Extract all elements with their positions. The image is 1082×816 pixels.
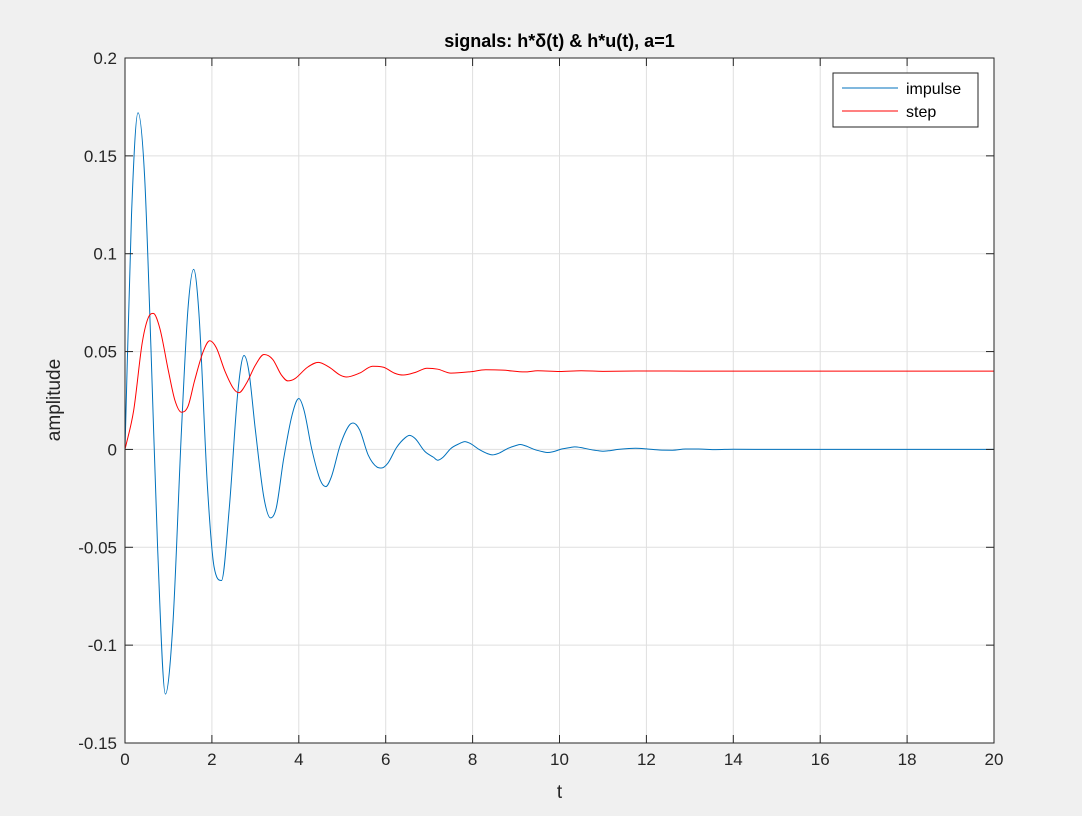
- x-tick-label: 8: [468, 750, 477, 769]
- y-tick-label: 0: [108, 440, 117, 459]
- y-tick-label: -0.1: [88, 636, 117, 655]
- x-tick-label: 20: [985, 750, 1004, 769]
- x-tick-label: 12: [637, 750, 656, 769]
- tick-labels: 0 2 4 6 8 10 12 14 16 18 20 -0.15 -0.1 -0.05 0 0.05 0.1 0…: [78, 49, 1003, 769]
- x-tick-label: 10: [550, 750, 569, 769]
- y-tick-label: 0.2: [93, 49, 117, 68]
- y-tick-label: -0.15: [78, 734, 117, 753]
- y-tick-label: 0.15: [84, 147, 117, 166]
- chart-title: signals: h*δ(t) & h*u(t), a=1: [444, 31, 674, 51]
- x-tick-label: 4: [294, 750, 303, 769]
- x-tick-label: 18: [898, 750, 917, 769]
- legend-step-label: step: [906, 104, 936, 121]
- x-axis-label: t: [557, 782, 563, 803]
- legend-impulse-label: impulse: [906, 81, 961, 98]
- legend[interactable]: impulse step: [832, 72, 979, 128]
- x-tick-label: 16: [811, 750, 830, 769]
- plot-lines: [124, 112, 994, 695]
- legend-box: [832, 72, 979, 128]
- series-line-step: [124, 312, 994, 450]
- x-tick-label: 6: [381, 750, 390, 769]
- y-tick-label: 0.1: [93, 245, 117, 264]
- series-line-impulse: [124, 112, 994, 695]
- x-tick-label: 0: [120, 750, 129, 769]
- y-tick-label: 0.05: [84, 343, 117, 362]
- x-tick-label: 14: [724, 750, 743, 769]
- ticks: [124, 57, 995, 744]
- y-axis-label: amplitude: [44, 359, 65, 441]
- x-tick-label: 2: [207, 750, 216, 769]
- y-tick-label: -0.05: [78, 538, 117, 557]
